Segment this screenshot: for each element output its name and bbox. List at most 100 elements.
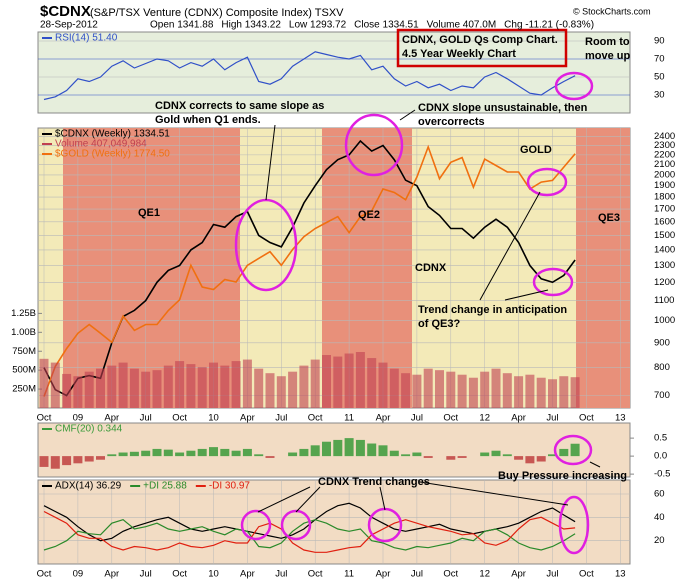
x-tick-label: Apr (511, 569, 526, 580)
bar (118, 362, 128, 408)
legend-label: +DI 25.88 (143, 481, 187, 492)
bar (367, 443, 377, 457)
bar (163, 449, 173, 457)
bar (401, 454, 411, 457)
date: 28-Sep-2012 (40, 20, 98, 31)
bar (423, 368, 433, 408)
x-tick-label: Oct (579, 569, 594, 580)
annotation: CDNX slope unsustainable, then (418, 102, 588, 114)
bar (401, 373, 411, 408)
y-tick-label: -0.5 (654, 469, 670, 480)
title-box (396, 28, 568, 68)
annotation: overcorrects (418, 116, 485, 128)
highlight (344, 113, 404, 177)
x-tick-label: Oct (37, 413, 52, 424)
bar (491, 368, 501, 408)
y-tick-label: 2400 (654, 131, 675, 142)
highlight (240, 509, 272, 541)
x-tick-label: Oct (579, 413, 594, 424)
bar (570, 377, 580, 408)
x-tick-label: Jul (140, 413, 152, 424)
bar (457, 374, 467, 408)
pointer (479, 191, 541, 301)
y-tick-label: 90 (654, 36, 665, 47)
y-tick-label: 1000 (654, 315, 675, 326)
annotation: QE2 (358, 209, 380, 221)
x-tick-label: Apr (104, 413, 119, 424)
pointer (419, 481, 569, 506)
bar (152, 370, 162, 408)
y-tick-label: 0.5 (654, 433, 667, 444)
bar (107, 454, 117, 457)
x-tick-label: 10 (208, 569, 219, 580)
bar (254, 368, 264, 408)
bar (446, 456, 456, 460)
annotation: CDNX (415, 262, 447, 274)
bar (423, 456, 433, 458)
bar (39, 358, 49, 408)
bar (548, 454, 557, 457)
bar (175, 361, 185, 408)
y-tick-label: 70 (654, 54, 665, 65)
bar (344, 438, 354, 457)
x-tick-label: Oct (308, 413, 323, 424)
bar (96, 456, 105, 460)
x-tick-label: Jul (546, 569, 558, 580)
pointer (589, 461, 601, 468)
quote-item: Chg -11.21 (-0.83%) (504, 20, 594, 31)
bar (50, 362, 60, 408)
annotation: Trend change in anticipation (418, 304, 567, 316)
annotation: CDNX corrects to same slope as (155, 100, 324, 112)
bar (446, 371, 456, 408)
index-name: (S&P/TSX Venture (CDNX) Composite Index)… (90, 7, 344, 19)
bar (197, 448, 207, 457)
y-tick-label: 2100 (654, 159, 675, 170)
bar (175, 452, 185, 457)
annotation: Room to (585, 36, 630, 48)
bar (186, 364, 196, 408)
bar (84, 371, 94, 408)
bar (536, 377, 546, 408)
y-tick-label: 20 (654, 535, 665, 546)
y-tick-label: 1300 (654, 260, 675, 271)
y-tick-label: 1800 (654, 192, 675, 203)
quote-item: High 1343.22 (221, 20, 281, 31)
y-tick-label: 1200 (654, 277, 675, 288)
bar (163, 365, 173, 408)
bar (254, 454, 264, 457)
bar (412, 374, 422, 408)
bar (141, 450, 151, 457)
x-tick-label: Jul (275, 569, 287, 580)
highlight (553, 434, 593, 466)
bar (220, 365, 230, 408)
y-tick-label: 40 (654, 512, 665, 523)
x-tick-label: Jul (140, 569, 152, 580)
bar (62, 373, 72, 408)
y-tick-label: 2300 (654, 140, 675, 151)
highlight (280, 509, 312, 541)
y-tick-label: 1600 (654, 216, 675, 227)
bar (322, 441, 331, 457)
x-tick-label: 13 (615, 413, 626, 424)
x-tick-label: 09 (73, 413, 84, 424)
y-tick-label: 1.00B (11, 327, 36, 338)
highlight (532, 267, 574, 297)
bar (310, 359, 320, 408)
bar (209, 362, 218, 408)
bar (73, 376, 83, 408)
series-line (43, 139, 576, 397)
series-line (43, 510, 576, 553)
x-tick-label: 12 (479, 413, 490, 424)
bar (457, 456, 467, 458)
bar (50, 456, 60, 469)
annotation: 4.5 Year Weekly Chart (402, 48, 516, 60)
rsi-panel (37, 31, 631, 114)
y-tick-label: 800 (654, 362, 670, 373)
annotation: GOLD (520, 144, 552, 156)
bar (118, 452, 128, 457)
series-line (43, 51, 576, 101)
bar (559, 448, 569, 457)
bar (502, 454, 512, 457)
pointer (504, 289, 549, 301)
